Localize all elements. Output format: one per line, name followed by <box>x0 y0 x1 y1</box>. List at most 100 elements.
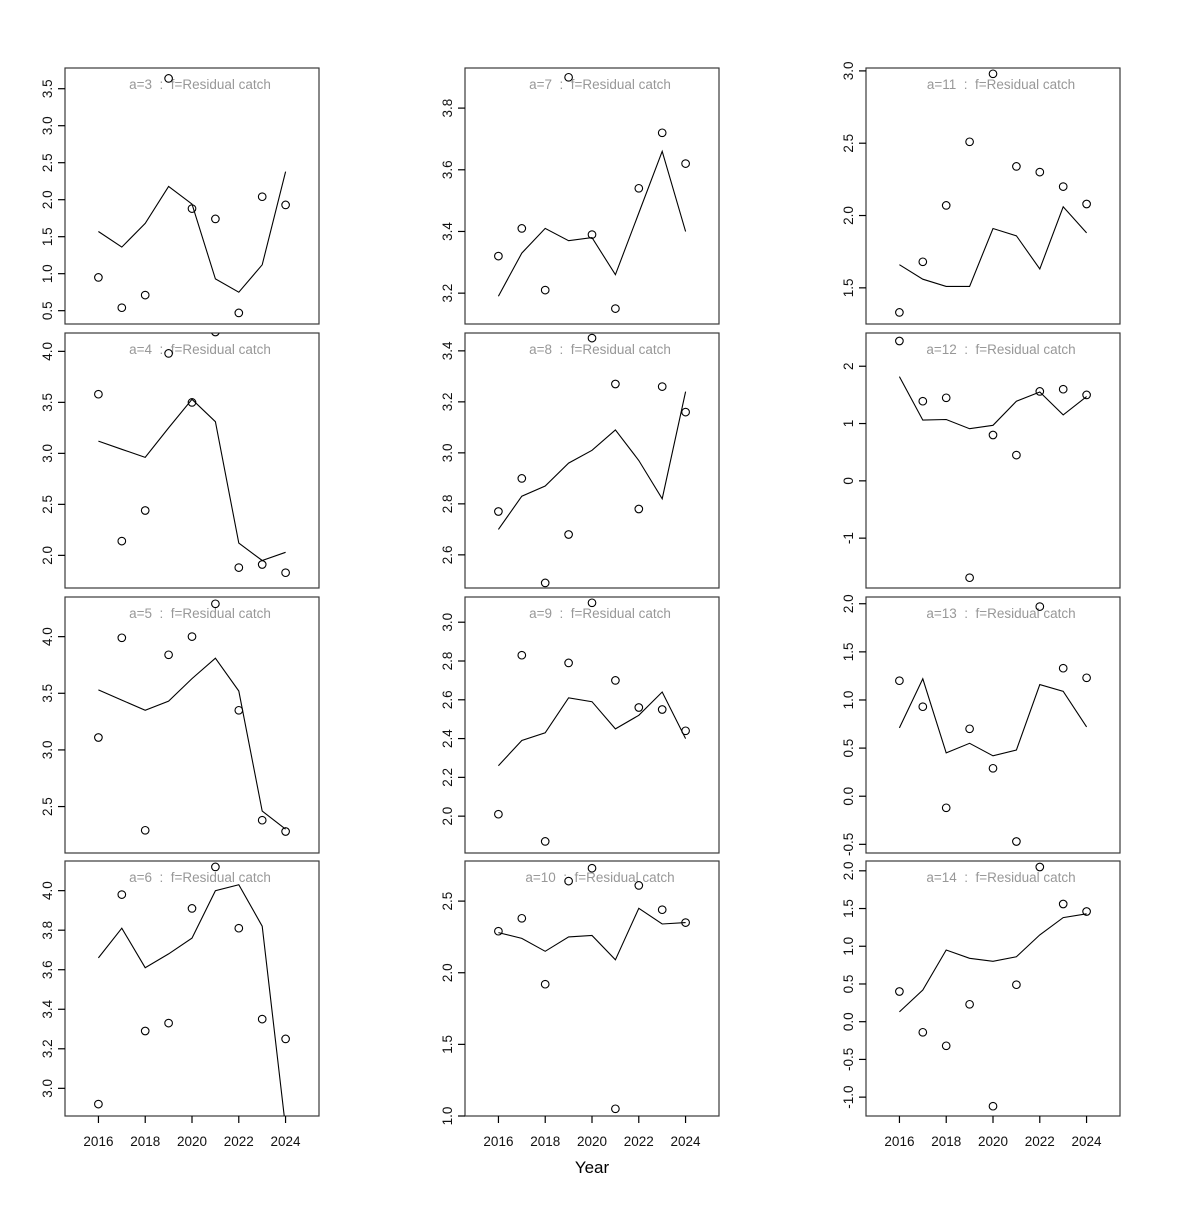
panel-border-a3 <box>64 67 320 325</box>
data-point <box>564 876 573 886</box>
y-tick-label: 0.5 <box>40 301 55 320</box>
panel-a8: 2.6 2.8 3.0 3.2 3.4 a=8 : f=Residual catch <box>440 332 720 589</box>
points-a10 <box>494 863 690 1114</box>
y-tick-label: 2.5 <box>440 892 455 911</box>
panel-a9: 2.0 2.2 2.4 2.6 2.8 3.0 a=9 : f=Residual catch <box>440 596 720 854</box>
y-tick-label: 2.5 <box>40 797 55 816</box>
points-a9 <box>494 598 690 846</box>
points-a5 <box>94 599 290 836</box>
data-point <box>988 763 998 773</box>
panel-border-a14 <box>865 860 1121 1117</box>
data-point <box>681 726 690 736</box>
panel-title-a9: a=9 : f=Residual catch <box>529 606 671 621</box>
panel-border-a12 <box>865 332 1121 589</box>
y-tick-label: 4.0 <box>40 881 55 900</box>
data-point <box>1058 663 1068 673</box>
x-tick-label: 2022 <box>1025 1134 1055 1149</box>
fit-line-a9 <box>497 691 687 767</box>
points-a11 <box>895 69 1091 317</box>
data-point <box>117 536 127 546</box>
fit-line-a11 <box>899 205 1088 287</box>
data-point <box>94 273 103 282</box>
y-tick-label: 2.0 <box>841 861 856 880</box>
y-tick-label: 3.4 <box>440 341 455 360</box>
data-point <box>164 74 173 83</box>
data-point <box>1082 390 1091 400</box>
panel-border-a4 <box>64 332 320 589</box>
data-point <box>211 862 220 872</box>
points-a3 <box>94 74 290 318</box>
data-point <box>257 1014 267 1024</box>
data-point <box>94 389 103 399</box>
data-point <box>634 183 644 193</box>
x-tick-label: 2018 <box>931 1134 961 1149</box>
panel-title-a12: a=12 : f=Residual catch <box>926 342 1075 357</box>
data-point <box>657 705 667 714</box>
y-tick-label: 2.2 <box>440 768 455 787</box>
points-a7 <box>494 72 690 313</box>
data-point <box>1035 387 1045 396</box>
data-point <box>1082 907 1091 916</box>
y-tick-label: 0.0 <box>841 787 856 806</box>
fit-line-a7 <box>497 149 687 297</box>
data-point <box>540 837 550 846</box>
data-point <box>634 504 644 514</box>
year-axis-label: Year <box>574 1158 610 1177</box>
data-point <box>681 407 690 417</box>
x-tick-label: 2020 <box>577 1134 607 1149</box>
panel-border-a10 <box>464 860 720 1117</box>
y-tick-label: 2.6 <box>440 690 455 709</box>
x-tick-label: 2020 <box>978 1134 1008 1149</box>
data-point <box>657 382 667 391</box>
points-a4 <box>94 333 290 578</box>
data-point <box>1012 980 1021 990</box>
data-point <box>281 568 290 578</box>
data-point <box>517 474 527 483</box>
data-point <box>257 815 267 825</box>
data-point <box>540 578 550 588</box>
data-point <box>187 904 197 913</box>
panel-a7: 3.2 3.4 3.6 3.8 a=7 : f=Residual catch <box>440 67 720 325</box>
data-point <box>895 336 904 346</box>
x-tick-label: 2024 <box>1072 1134 1103 1149</box>
y-tick-label: 3.0 <box>40 444 55 463</box>
fit-line-a8 <box>497 391 687 530</box>
y-tick-label: 2.0 <box>40 546 55 565</box>
data-point <box>587 863 597 873</box>
data-point <box>94 1099 103 1109</box>
panel-title-a4: a=4 : f=Residual catch <box>129 342 271 357</box>
data-point <box>234 923 244 933</box>
y-tick-label: 1 <box>841 420 856 428</box>
data-point <box>1082 199 1091 209</box>
data-point <box>634 703 644 712</box>
data-point <box>540 979 550 989</box>
y-tick-label: 0.5 <box>841 975 856 994</box>
y-tick-label: 3.0 <box>40 741 55 760</box>
data-point <box>941 1041 951 1051</box>
x-tick-label: 2020 <box>177 1134 207 1149</box>
data-point <box>281 827 290 836</box>
y-tick-label: 4.0 <box>40 627 55 646</box>
data-point <box>941 393 951 403</box>
data-point <box>187 204 197 213</box>
panel-title-a5: a=5 : f=Residual catch <box>129 606 271 621</box>
data-point <box>1058 899 1068 909</box>
panel-border-a6 <box>64 860 320 1117</box>
points-a8 <box>494 333 690 588</box>
data-point <box>164 349 173 358</box>
y-tick-label: 2.5 <box>40 495 55 514</box>
points-a13 <box>895 602 1091 846</box>
panel-border-a9 <box>464 596 720 854</box>
panel-title-a7: a=7 : f=Residual catch <box>529 77 671 92</box>
data-point <box>1035 167 1045 177</box>
data-point <box>895 308 904 317</box>
data-point <box>611 304 620 313</box>
x-tick-label: 2024 <box>671 1134 702 1149</box>
y-tick-label: 1.5 <box>841 642 856 661</box>
y-tick-label: 1.0 <box>40 264 55 283</box>
x-tick-label: 2024 <box>271 1134 302 1149</box>
panel-title-a14: a=14 : f=Residual catch <box>926 870 1075 885</box>
panel-a5: 2.5 3.0 3.5 4.0 a=5 : f=Residual catch <box>40 596 320 854</box>
data-point <box>941 201 951 210</box>
